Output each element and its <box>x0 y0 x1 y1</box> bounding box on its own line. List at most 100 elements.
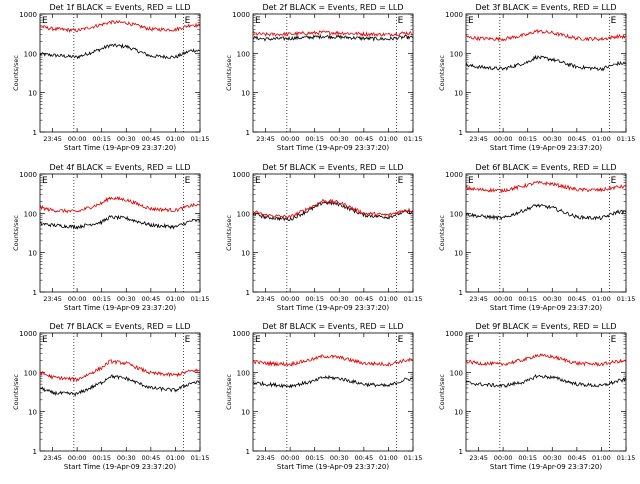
edge-marker-left: E <box>468 335 474 345</box>
edge-marker-left: E <box>468 16 474 26</box>
y-tick-label: 1 <box>33 289 37 297</box>
chart-title: Det 4f BLACK = Events, RED = LLD <box>49 163 190 172</box>
x-tick-label: 00:45 <box>567 135 586 143</box>
x-tick-label: 00:30 <box>543 454 562 462</box>
x-axis-label: Start Time (19-Apr-09 23:37:20) <box>277 304 389 312</box>
x-tick-label: 01:15 <box>404 454 423 462</box>
x-tick-label: 23:45 <box>256 295 275 303</box>
x-tick-label: 01:15 <box>617 135 636 143</box>
chart-panel-6: Det 6f BLACK = Events, RED = LLD 1 10 100 10… <box>438 163 635 312</box>
series-line-lld <box>252 198 414 219</box>
plot-frame <box>252 332 414 452</box>
x-tick-label: 00:30 <box>330 135 349 143</box>
x-tick-label: 01:00 <box>592 295 611 303</box>
x-tick-label: 00:15 <box>518 454 537 462</box>
y-tick-label: 100 <box>24 50 37 58</box>
y-axis-label: Counts/sec <box>12 215 20 251</box>
y-tick-label: 10 <box>241 409 250 417</box>
x-tick-label: 00:30 <box>543 295 562 303</box>
x-tick-label: 00:30 <box>117 454 136 462</box>
x-tick-label: 00:45 <box>141 135 160 143</box>
y-tick-label: 100 <box>450 210 463 218</box>
chart-title: Det 1f BLACK = Events, RED = LLD <box>49 3 190 12</box>
x-tick-label: 00:00 <box>281 295 300 303</box>
y-tick-label: 100 <box>24 210 37 218</box>
plot-frame <box>252 173 414 293</box>
chart-panel-5: Det 5f BLACK = Events, RED = LLD 1 10 100 10… <box>225 163 422 312</box>
chart-panel-1: Det 1f BLACK = Events, RED = LLD 1 10 100 10… <box>12 3 209 152</box>
edge-marker-right: E <box>611 335 617 345</box>
x-tick-label: 00:15 <box>305 454 324 462</box>
y-tick-label: 10 <box>454 90 463 98</box>
edge-marker-left: E <box>255 16 261 26</box>
plot-frame <box>39 332 201 452</box>
y-tick-label: 10 <box>28 409 37 417</box>
x-tick-label: 23:45 <box>469 454 488 462</box>
y-tick-label: 1000 <box>19 11 37 19</box>
y-tick-label: 100 <box>24 369 37 377</box>
edge-marker-right: E <box>398 176 404 186</box>
edge-marker-right: E <box>398 335 404 345</box>
chart-panel-7: Det 7f BLACK = Events, RED = LLD 1 10 100 10… <box>12 322 209 471</box>
series-line-lld <box>465 353 627 367</box>
x-axis-label: Start Time (19-Apr-09 23:37:20) <box>64 463 176 471</box>
x-tick-label: 00:00 <box>494 295 513 303</box>
y-tick-label: 1000 <box>445 11 463 19</box>
x-axis-label: Start Time (19-Apr-09 23:37:20) <box>490 304 602 312</box>
y-tick-label: 100 <box>237 50 250 58</box>
y-tick-label: 1 <box>33 448 37 456</box>
chart-title: Det 9f BLACK = Events, RED = LLD <box>475 322 616 331</box>
x-tick-label: 23:45 <box>43 135 62 143</box>
x-tick-label: 01:00 <box>379 135 398 143</box>
x-axis-label: Start Time (19-Apr-09 23:37:20) <box>490 463 602 471</box>
edge-marker-left: E <box>255 335 261 345</box>
series-line-events <box>252 200 414 222</box>
y-tick-label: 1000 <box>232 330 250 338</box>
series-line-lld <box>252 30 414 38</box>
y-tick-label: 10 <box>28 250 37 258</box>
chart-title: Det 5f BLACK = Events, RED = LLD <box>262 163 403 172</box>
edge-marker-right: E <box>185 335 191 345</box>
edge-marker-right: E <box>611 16 617 26</box>
x-tick-label: 01:00 <box>379 454 398 462</box>
series-line-lld <box>39 359 200 383</box>
y-tick-label: 1 <box>246 129 250 137</box>
x-axis-label: Start Time (19-Apr-09 23:37:20) <box>490 144 602 152</box>
chart-title: Det 2f BLACK = Events, RED = LLD <box>262 3 403 12</box>
series-line-lld <box>465 180 627 194</box>
edge-marker-right: E <box>398 16 404 26</box>
x-axis-label: Start Time (19-Apr-09 23:37:20) <box>277 463 389 471</box>
x-tick-label: 00:45 <box>354 135 373 143</box>
x-tick-label: 01:00 <box>166 454 185 462</box>
x-tick-label: 00:45 <box>141 454 160 462</box>
x-tick-label: 23:45 <box>469 295 488 303</box>
x-tick-label: 23:45 <box>256 135 275 143</box>
edge-marker-left: E <box>42 176 48 186</box>
x-tick-label: 00:15 <box>92 135 111 143</box>
x-tick-label: 00:00 <box>68 454 87 462</box>
x-tick-label: 01:00 <box>166 295 185 303</box>
plot-frame <box>39 13 201 133</box>
x-tick-label: 00:15 <box>518 135 537 143</box>
y-tick-label: 1000 <box>19 171 37 179</box>
x-tick-label: 23:45 <box>43 295 62 303</box>
x-tick-label: 23:45 <box>469 135 488 143</box>
x-tick-label: 00:15 <box>92 454 111 462</box>
chart-title: Det 6f BLACK = Events, RED = LLD <box>475 163 616 172</box>
series-line-events <box>465 374 627 388</box>
y-axis-label: Counts/sec <box>438 374 446 410</box>
x-tick-label: 01:15 <box>191 135 210 143</box>
chart-panel-8: Det 8f BLACK = Events, RED = LLD 1 10 100 10… <box>225 322 422 471</box>
chart-panel-4: Det 4f BLACK = Events, RED = LLD 1 10 100 10… <box>12 163 209 312</box>
y-axis-label: Counts/sec <box>438 55 446 91</box>
y-tick-label: 1000 <box>445 330 463 338</box>
x-axis-label: Start Time (19-Apr-09 23:37:20) <box>64 144 176 152</box>
x-tick-label: 01:00 <box>592 135 611 143</box>
x-tick-label: 00:30 <box>117 135 136 143</box>
x-tick-label: 00:45 <box>567 454 586 462</box>
y-tick-label: 1 <box>459 448 463 456</box>
y-tick-label: 1 <box>246 289 250 297</box>
x-tick-label: 00:00 <box>68 295 87 303</box>
plot-frame <box>465 13 627 133</box>
